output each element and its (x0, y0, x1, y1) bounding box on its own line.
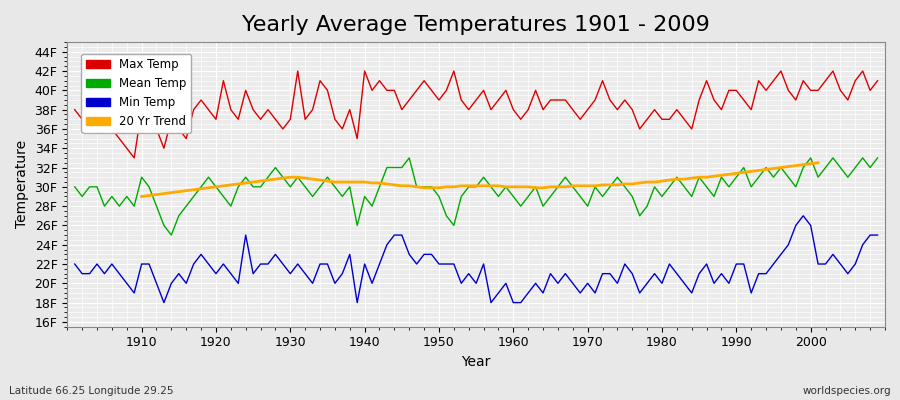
Title: Yearly Average Temperatures 1901 - 2009: Yearly Average Temperatures 1901 - 2009 (242, 15, 710, 35)
Text: Latitude 66.25 Longitude 29.25: Latitude 66.25 Longitude 29.25 (9, 386, 174, 396)
Text: worldspecies.org: worldspecies.org (803, 386, 891, 396)
Legend: Max Temp, Mean Temp, Min Temp, 20 Yr Trend: Max Temp, Mean Temp, Min Temp, 20 Yr Tre… (81, 54, 191, 133)
X-axis label: Year: Year (462, 355, 490, 369)
Y-axis label: Temperature: Temperature (15, 140, 29, 228)
